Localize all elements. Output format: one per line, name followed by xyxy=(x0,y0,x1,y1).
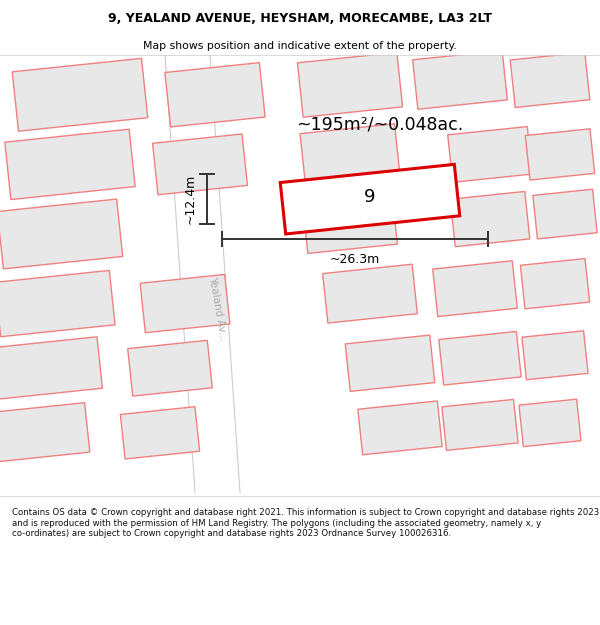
Text: ~195m²/~0.048ac.: ~195m²/~0.048ac. xyxy=(296,116,464,134)
Polygon shape xyxy=(323,264,418,323)
Polygon shape xyxy=(128,341,212,396)
Polygon shape xyxy=(439,331,521,385)
Polygon shape xyxy=(519,399,581,447)
Polygon shape xyxy=(302,194,397,253)
Polygon shape xyxy=(12,58,148,131)
Polygon shape xyxy=(345,335,435,391)
Polygon shape xyxy=(413,51,508,109)
Polygon shape xyxy=(450,191,530,247)
Polygon shape xyxy=(0,337,103,399)
Polygon shape xyxy=(280,164,460,234)
Polygon shape xyxy=(522,331,588,380)
Polygon shape xyxy=(0,271,115,337)
Polygon shape xyxy=(0,402,90,463)
Polygon shape xyxy=(358,401,442,455)
Polygon shape xyxy=(448,126,532,182)
Text: 9, YEALAND AVENUE, HEYSHAM, MORECAMBE, LA3 2LT: 9, YEALAND AVENUE, HEYSHAM, MORECAMBE, L… xyxy=(108,12,492,25)
Polygon shape xyxy=(298,52,403,118)
Polygon shape xyxy=(520,259,590,309)
Polygon shape xyxy=(121,407,200,459)
Polygon shape xyxy=(165,55,240,493)
Polygon shape xyxy=(152,134,247,195)
Polygon shape xyxy=(442,399,518,451)
Polygon shape xyxy=(433,261,517,316)
Text: 9: 9 xyxy=(364,188,376,206)
Text: Yealand Av...: Yealand Av... xyxy=(208,276,229,342)
Polygon shape xyxy=(510,52,590,107)
Text: Map shows position and indicative extent of the property.: Map shows position and indicative extent… xyxy=(143,41,457,51)
Polygon shape xyxy=(300,124,400,185)
Polygon shape xyxy=(0,199,123,269)
Polygon shape xyxy=(5,129,135,199)
Polygon shape xyxy=(526,129,595,180)
Text: ~12.4m: ~12.4m xyxy=(184,174,197,224)
Text: ~26.3m: ~26.3m xyxy=(330,253,380,266)
Polygon shape xyxy=(165,62,265,127)
Polygon shape xyxy=(533,189,597,239)
Polygon shape xyxy=(140,274,230,332)
Text: Contains OS data © Crown copyright and database right 2021. This information is : Contains OS data © Crown copyright and d… xyxy=(12,508,599,538)
